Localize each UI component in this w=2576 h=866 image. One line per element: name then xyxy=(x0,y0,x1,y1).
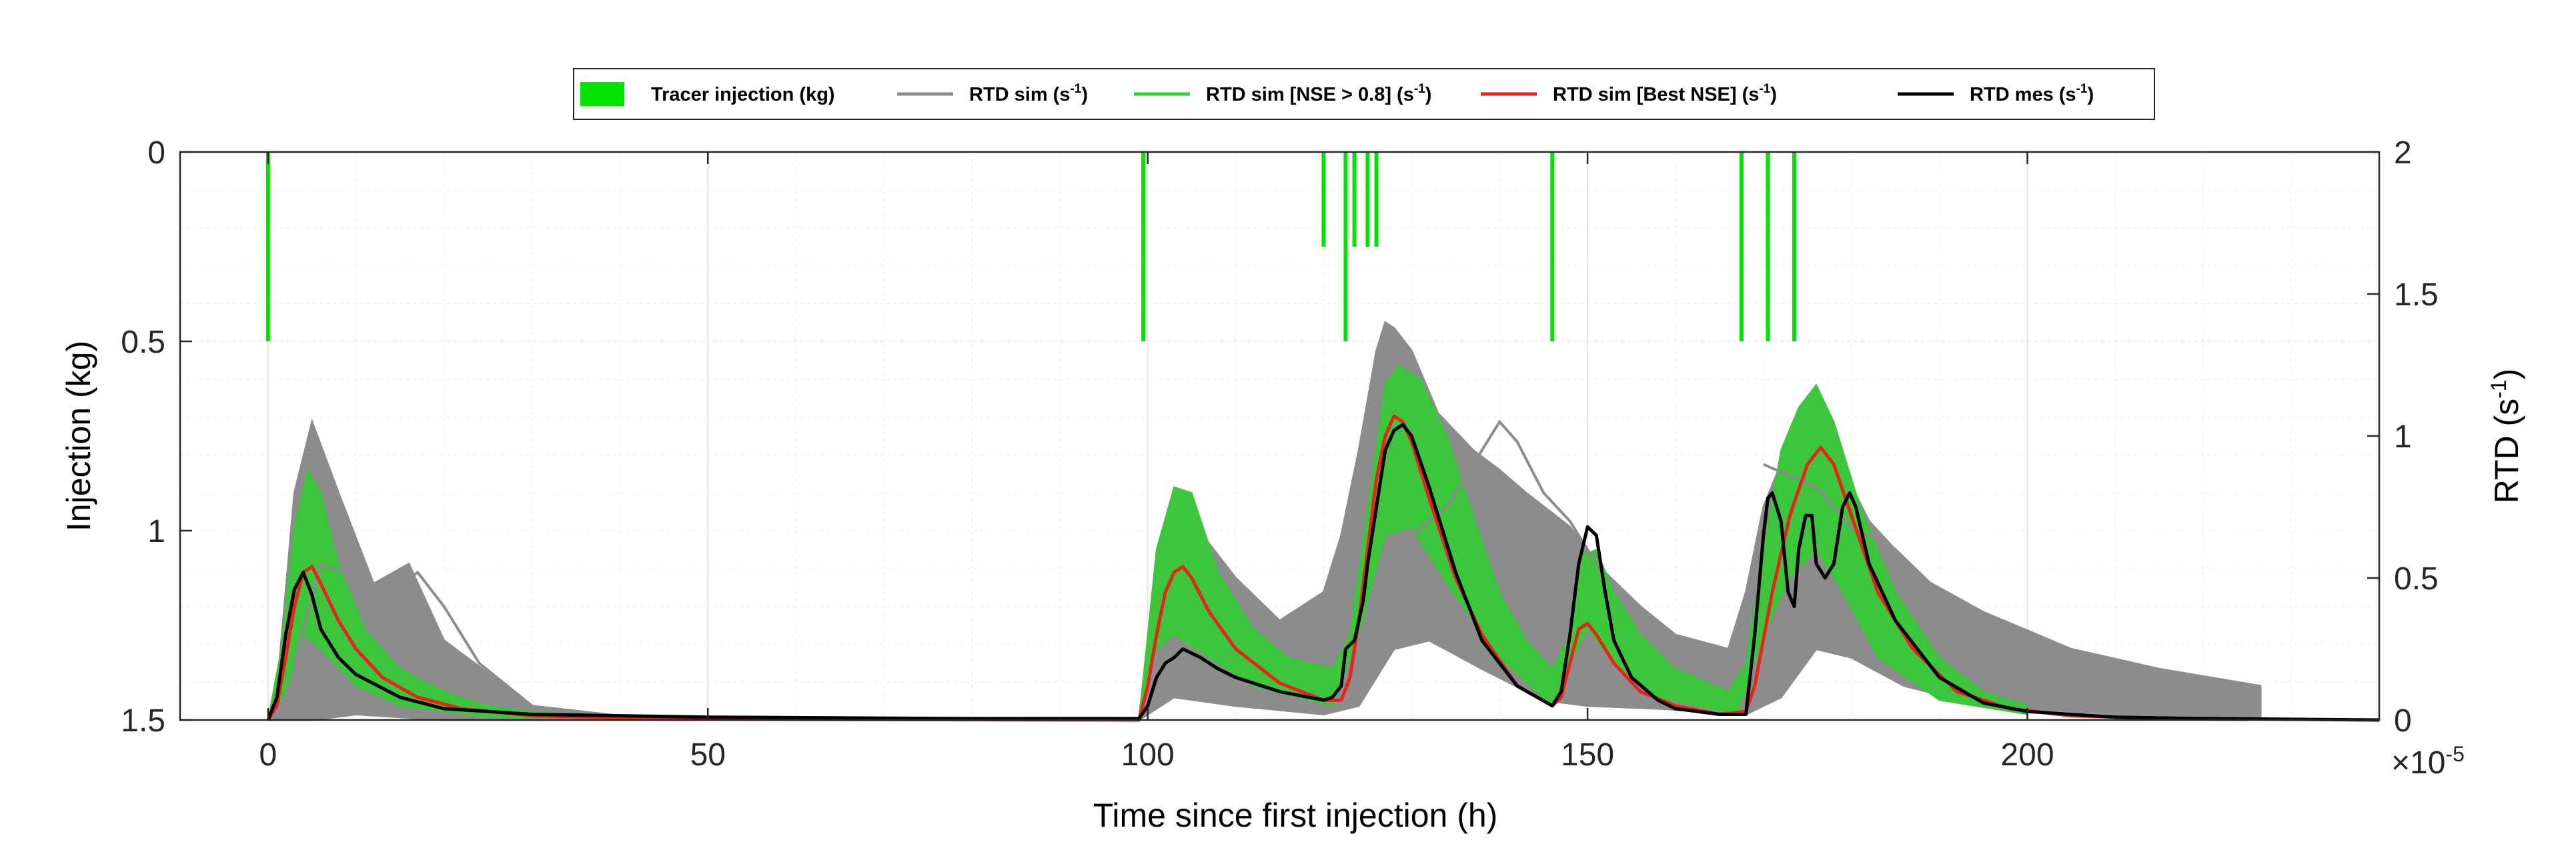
injection-bar xyxy=(1550,152,1555,341)
right-tick-label: 0.5 xyxy=(2394,561,2439,597)
right-tick-label: 0 xyxy=(2394,703,2412,739)
injection-bar xyxy=(1352,152,1357,247)
left-axis-ticks: 0 0.5 1 1.5 xyxy=(121,135,192,739)
legend-label: RTD sim [NSE > 0.8] (s-1) xyxy=(1206,82,1431,105)
injection-bar xyxy=(265,152,270,341)
legend-label: Tracer injection (kg) xyxy=(651,84,835,105)
bottom-tick-label: 150 xyxy=(1561,737,1614,773)
rtd-sim-curve xyxy=(1763,463,1984,636)
right-tick-label: 1 xyxy=(2394,419,2412,455)
legend-entry: RTD mes (s-1) xyxy=(1898,82,2094,105)
rtd-sim-curve xyxy=(293,561,533,707)
legend-box xyxy=(573,68,2155,120)
legend-entry: RTD sim (s-1) xyxy=(897,82,1088,105)
injection-bar xyxy=(1739,152,1744,341)
left-tick-label: 0.5 xyxy=(121,325,165,360)
y-axis-right-title: RTD (s-1) xyxy=(2487,369,2525,504)
legend: Tracer injection (kg) RTD sim (s-1) RTD si… xyxy=(573,68,2155,120)
x-axis-title: Time since first injection (h) xyxy=(1093,797,1498,834)
bottom-tick-label: 0 xyxy=(259,737,277,773)
injection-bar xyxy=(1766,152,1770,341)
injection-bar xyxy=(1141,152,1146,341)
right-tick-label: 2 xyxy=(2394,135,2412,171)
rtd-measured-line xyxy=(266,423,2380,722)
y-axis-left-title: Injection (kg) xyxy=(60,341,97,531)
rtd-measured xyxy=(266,423,2380,722)
left-tick-label: 0 xyxy=(147,135,165,171)
legend-entry: Tracer injection (kg) xyxy=(580,82,835,106)
rtd-sim-nse-area xyxy=(267,364,2028,721)
injection-bar xyxy=(1792,152,1796,341)
tracer-injections xyxy=(265,152,1796,341)
injection-bar xyxy=(1343,152,1348,341)
bottom-axis-ticks: 0 50 100 150 200 xyxy=(259,152,2054,773)
legend-swatch xyxy=(580,82,624,106)
left-tick-label: 1.5 xyxy=(121,703,165,739)
injection-bar xyxy=(1321,152,1326,247)
left-tick-label: 1 xyxy=(147,514,165,549)
rtd-sim-lines xyxy=(293,419,1984,707)
rtd-sim-best-nse xyxy=(266,414,2248,722)
legend-entry: RTD sim [NSE > 0.8] (s-1) xyxy=(1134,82,1431,105)
legend-label: RTD sim [Best NSE] (s-1) xyxy=(1553,82,1777,105)
legend-label: RTD mes (s-1) xyxy=(1970,82,2094,105)
injection-bar xyxy=(1365,152,1370,247)
bottom-tick-label: 200 xyxy=(2000,737,2054,773)
rtd-sim-nse-band xyxy=(267,364,2028,721)
legend-entry: RTD sim [Best NSE] (s-1) xyxy=(1481,82,1777,105)
rtd-sim-best-nse-line xyxy=(266,414,2248,722)
rtd-sim-curve xyxy=(1393,419,1607,579)
injection-bar xyxy=(1374,152,1379,247)
bottom-tick-label: 100 xyxy=(1121,737,1175,773)
right-axis-ticks: 0 0.5 1 1.5 2 xyxy=(2367,135,2439,739)
right-tick-label: 1.5 xyxy=(2394,277,2439,313)
x-axis-multiplier: ×10-5 xyxy=(2391,742,2465,781)
legend-label: RTD sim (s-1) xyxy=(969,82,1088,105)
bottom-tick-label: 50 xyxy=(690,737,726,773)
